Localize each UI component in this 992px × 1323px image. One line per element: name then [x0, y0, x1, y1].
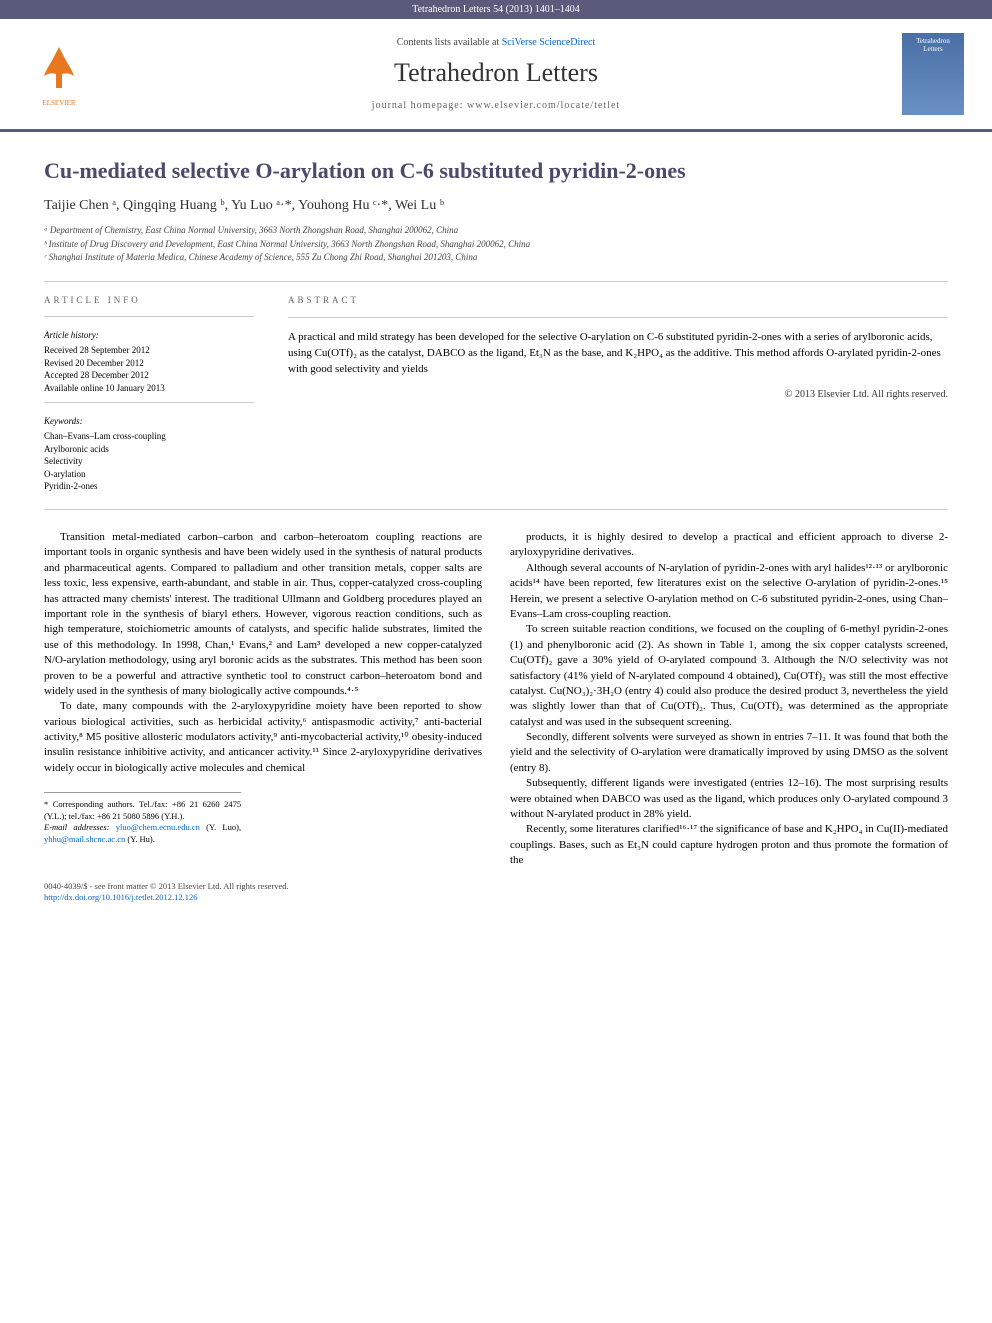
banner-left: ELSEVIER — [28, 38, 90, 110]
keywords-label: Keywords: — [44, 415, 254, 428]
keyword: Arylboronic acids — [44, 443, 254, 456]
cover-label: Tetrahedron Letters — [906, 37, 960, 53]
sciencedirect-link[interactable]: SciVerse ScienceDirect — [502, 37, 596, 48]
author-line: Taijie Chen ᵃ, Qingqing Huang ᵇ, Yu Luo … — [44, 198, 948, 214]
info-divider — [44, 316, 254, 317]
doi-link[interactable]: http://dx.doi.org/10.1016/j.tetlet.2012.… — [44, 892, 198, 902]
para-3: products, it is highly desired to develo… — [510, 530, 948, 561]
citation-bar: Tetrahedron Letters 54 (2013) 1401–1404 — [0, 0, 992, 19]
history-online: Available online 10 January 2013 — [44, 382, 254, 395]
keywords-block: Keywords: Chan–Evans–Lam cross-coupling … — [44, 415, 254, 493]
history-received: Received 28 September 2012 — [44, 344, 254, 357]
email-label: E-mail addresses: — [44, 822, 109, 832]
contents-line: Contents lists available at SciVerse Sci… — [90, 37, 902, 48]
keyword: Chan–Evans–Lam cross-coupling — [44, 430, 254, 443]
affiliations: ᵃ Department of Chemistry, East China No… — [44, 224, 948, 265]
abstract-text: A practical and mild strategy has been d… — [288, 330, 948, 378]
elsevier-tree-icon — [36, 42, 82, 99]
journal-banner: ELSEVIER Contents lists available at Sci… — [0, 19, 992, 132]
citation-text: Tetrahedron Letters 54 (2013) 1401–1404 — [412, 4, 580, 15]
article-body: Cu-mediated selective O-arylation on C-6… — [0, 132, 992, 879]
divider-2 — [44, 509, 948, 510]
journal-cover-thumb: Tetrahedron Letters — [902, 33, 964, 115]
info-abstract-row: ARTICLE INFO Article history: Received 2… — [44, 294, 948, 493]
keyword: Pyridin-2-ones — [44, 480, 254, 493]
footer: 0040-4039/$ - see front matter © 2013 El… — [0, 879, 992, 925]
homepage-prefix: journal homepage: — [372, 100, 467, 111]
abstract-heading: ABSTRACT — [288, 294, 948, 307]
footnotes-block: * Corresponding authors. Tel./fax: +86 2… — [44, 792, 241, 845]
history-accepted: Accepted 28 December 2012 — [44, 369, 254, 382]
banner-center: Contents lists available at SciVerse Sci… — [90, 37, 902, 111]
affiliation-c: ᶜ Shanghai Institute of Materia Medica, … — [44, 251, 948, 265]
elsevier-label: ELSEVIER — [42, 99, 75, 107]
homepage-line: journal homepage: www.elsevier.com/locat… — [90, 100, 902, 111]
email-link-2[interactable]: yhhu@mail.shcnc.ac.cn — [44, 834, 125, 844]
email-link-1[interactable]: yluo@chem.ecnu.edu.cn — [116, 822, 200, 832]
affiliation-b: ᵇ Institute of Drug Discovery and Develo… — [44, 238, 948, 252]
keyword: Selectivity — [44, 455, 254, 468]
homepage-url[interactable]: www.elsevier.com/locate/tetlet — [467, 100, 620, 111]
corresponding-note: * Corresponding authors. Tel./fax: +86 2… — [44, 799, 241, 822]
abstract: ABSTRACT A practical and mild strategy h… — [288, 294, 948, 493]
affiliation-a: ᵃ Department of Chemistry, East China No… — [44, 224, 948, 238]
contents-prefix: Contents lists available at — [397, 37, 502, 48]
email-line: E-mail addresses: yluo@chem.ecnu.edu.cn … — [44, 822, 241, 845]
para-2: To date, many compounds with the 2-arylo… — [44, 699, 482, 776]
email-who-2: (Y. Hu). — [125, 834, 155, 844]
keyword: O-arylation — [44, 468, 254, 481]
email-who-1: (Y. Luo), — [200, 822, 241, 832]
para-1: Transition metal-mediated carbon–carbon … — [44, 530, 482, 699]
para-6: Secondly, different solvents were survey… — [510, 730, 948, 776]
footer-copyright: 0040-4039/$ - see front matter © 2013 El… — [44, 881, 948, 892]
history-revised: Revised 20 December 2012 — [44, 357, 254, 370]
history-label: Article history: — [44, 329, 254, 342]
para-7: Subsequently, different ligands were inv… — [510, 776, 948, 822]
article-title: Cu-mediated selective O-arylation on C-6… — [44, 158, 948, 184]
info-divider-2 — [44, 402, 254, 403]
journal-name: Tetrahedron Letters — [90, 58, 902, 88]
article-info: ARTICLE INFO Article history: Received 2… — [44, 294, 254, 493]
abstract-divider — [288, 317, 948, 318]
elsevier-logo: ELSEVIER — [28, 38, 90, 110]
info-heading: ARTICLE INFO — [44, 294, 254, 307]
para-8: Recently, some literatures clarified¹⁶·¹… — [510, 822, 948, 868]
body-text: Transition metal-mediated carbon–carbon … — [44, 530, 948, 869]
para-5: To screen suitable reaction conditions, … — [510, 622, 948, 730]
divider — [44, 281, 948, 282]
abstract-copyright: © 2013 Elsevier Ltd. All rights reserved… — [288, 388, 948, 403]
para-4: Although several accounts of N-arylation… — [510, 561, 948, 623]
